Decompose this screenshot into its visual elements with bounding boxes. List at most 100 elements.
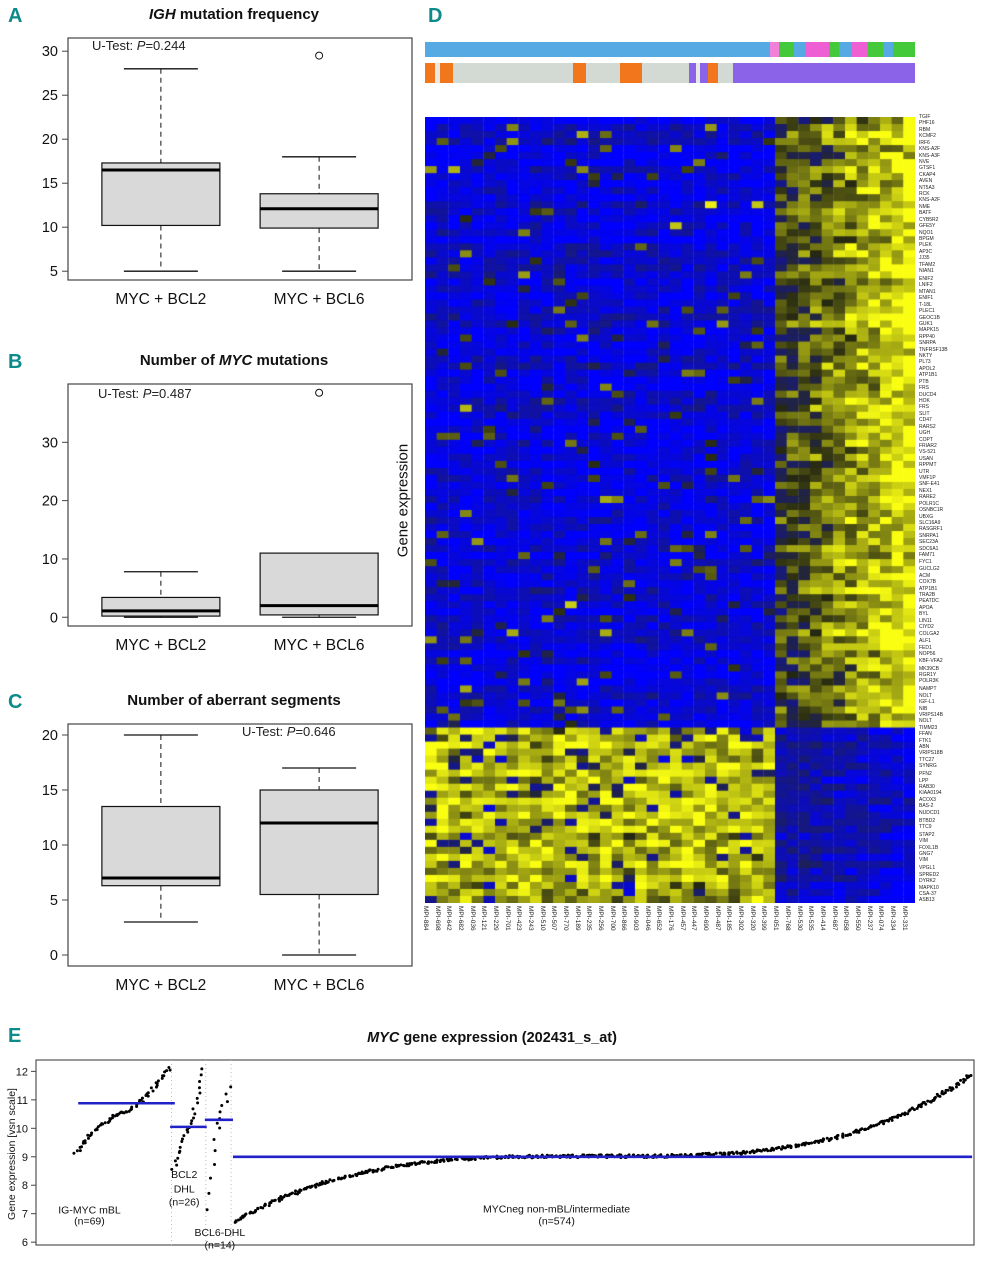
gene-label: AP3C [919, 248, 933, 255]
gene-label: PL73 [919, 359, 931, 366]
utest-p: P [142, 386, 152, 401]
data-point [198, 1091, 202, 1095]
gene-label: VPGL1 [919, 865, 936, 872]
gene-label: POLR3K [919, 678, 939, 685]
panel-d-letter: D [428, 5, 443, 27]
gene-label: GNG7 [919, 851, 934, 858]
gene-label: DYRK2 [919, 878, 936, 885]
gene-label: BATF [919, 210, 932, 217]
iqr-box [101, 805, 221, 887]
data-point [229, 1085, 233, 1089]
category-label: MYC + BCL2 [115, 977, 206, 994]
data-point [244, 1212, 248, 1216]
gene-label: KNS-A2F [919, 146, 941, 153]
gene-label: CKAP4 [919, 171, 936, 178]
gene-label: ACOX3 [919, 796, 936, 803]
data-point [965, 1074, 969, 1078]
gene-label: FOXL1B [919, 844, 939, 851]
data-point [78, 1145, 82, 1149]
gene-label: TNFRSF13B [919, 346, 948, 353]
data-point [430, 1160, 434, 1164]
data-point [208, 1176, 212, 1180]
gene-label: PLEC1 [919, 308, 935, 315]
iqr-box [259, 193, 379, 229]
gene-label: ASB13 [919, 897, 935, 904]
sample-label: MPI-770 [562, 906, 570, 931]
panel-c-boxplot: 0 5 10 15 20 MYC + BCL2 MYC + BCL6 [42, 723, 413, 994]
group-label: (n=69) [74, 1216, 105, 1228]
sample-label: MPI-768 [783, 906, 791, 931]
cohort-bar-segment [804, 42, 830, 57]
panel-e-letter: E [8, 1025, 22, 1047]
sample-label: MPI-046 [643, 906, 651, 931]
sample-label: MPI-176 [667, 906, 675, 931]
gene-label: AVEN [919, 178, 933, 185]
data-point [218, 1110, 222, 1114]
data-point [348, 1174, 352, 1178]
gene-label: LNIF2 [919, 282, 933, 289]
data-point [294, 1189, 298, 1193]
panel-a-title-italic: IGH [148, 6, 176, 23]
data-point [718, 1151, 722, 1155]
data-point [822, 1138, 826, 1142]
panel-b-title-italic: MYC [218, 352, 253, 369]
data-point [761, 1148, 765, 1152]
y-tick-label: 12 [16, 1066, 28, 1078]
data-point [261, 1206, 265, 1210]
gene-label: ALF1 [919, 638, 931, 645]
data-point [954, 1085, 958, 1089]
cohort-bar-segment [770, 42, 780, 57]
gene-label: RCK [919, 191, 930, 198]
data-point [903, 1111, 907, 1115]
gene-label: TTC9 [919, 823, 932, 830]
gene-label: GEOC1B [919, 314, 940, 321]
group-label: (n=14) [205, 1239, 236, 1251]
gene-label: NIB [919, 705, 928, 712]
gene-label: SYNRG [919, 763, 937, 770]
cohort-bar-segment [573, 63, 586, 83]
data-point [856, 1129, 860, 1133]
data-point [326, 1180, 330, 1184]
data-point [96, 1125, 100, 1129]
gene-label: CSA-37 [919, 891, 937, 897]
sample-label: MPI-487 [713, 906, 721, 931]
panel-c-title-pre: Number of aberrant segments [127, 692, 341, 709]
y-tick-label: 0 [50, 948, 58, 964]
data-point [191, 1107, 195, 1111]
data-point [869, 1124, 873, 1128]
data-point [872, 1124, 876, 1128]
gene-label: COLGA2 [919, 630, 940, 637]
gene-label: ACM [919, 572, 931, 579]
data-point [786, 1144, 790, 1148]
data-point [130, 1105, 134, 1109]
cohort-bar-segment [642, 63, 689, 83]
gene-label: NUDCD1 [919, 809, 940, 816]
data-point [160, 1076, 164, 1080]
data-point [83, 1139, 87, 1143]
utest-p: P [136, 38, 146, 53]
cohort-bar-segment [620, 63, 643, 83]
cohort-bar-segment [708, 63, 719, 83]
plot-frame [67, 383, 413, 627]
data-point [732, 1152, 736, 1156]
data-point [841, 1132, 845, 1136]
sample-label: MPI-507 [550, 906, 558, 931]
utest-prefix: U-Test: [242, 724, 287, 739]
data-point [394, 1163, 398, 1167]
data-point [414, 1162, 418, 1166]
sample-label-slot: MPI-331 [901, 904, 916, 1016]
data-point [256, 1206, 260, 1210]
cohort-bar-segment [732, 63, 915, 83]
data-point [100, 1122, 104, 1126]
sample-label: MPI-423 [515, 906, 523, 931]
gene-label: NAMPT [919, 686, 937, 693]
data-point [189, 1121, 193, 1125]
gene-label: ATP1B1 [919, 372, 938, 379]
sample-label: MPI-243 [527, 906, 535, 931]
sample-label: MPI-121 [480, 906, 488, 931]
sample-label: MPI-334 [888, 906, 896, 931]
data-point [168, 1068, 172, 1072]
sample-label: MPI-687 [830, 906, 838, 931]
data-point [438, 1160, 442, 1164]
gene-label: TGIF [919, 114, 931, 120]
